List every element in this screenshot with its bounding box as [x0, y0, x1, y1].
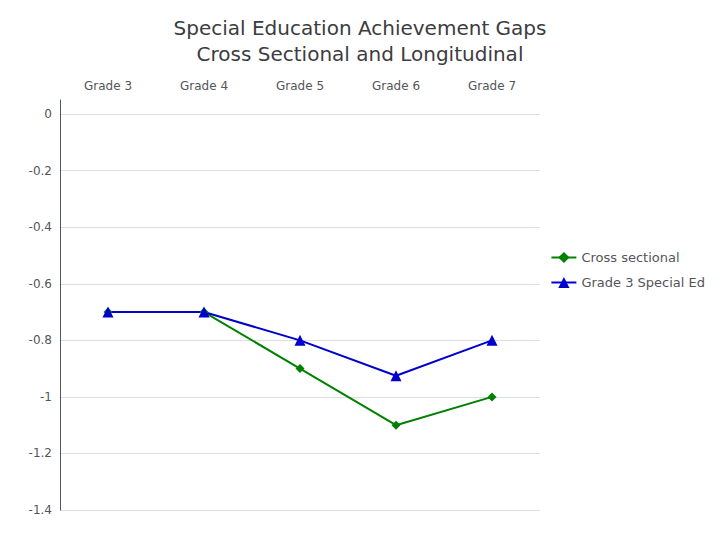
svg-text:Grade 4: Grade 4 [180, 79, 228, 93]
svg-text:-0.2: -0.2 [29, 164, 52, 178]
svg-text:Grade 3: Grade 3 [84, 79, 132, 93]
svg-text:Grade 6: Grade 6 [372, 79, 420, 93]
svg-text:Grade 5: Grade 5 [276, 79, 324, 93]
svg-text:-0.6: -0.6 [29, 277, 52, 291]
svg-text:Grade 7: Grade 7 [468, 79, 516, 93]
svg-text:-1.2: -1.2 [29, 446, 52, 460]
svg-text:-0.8: -0.8 [29, 333, 52, 347]
svg-text:-1: -1 [40, 390, 52, 404]
svg-text:Grade 3 Special Ed: Grade 3 Special Ed [581, 275, 705, 290]
svg-text:-0.4: -0.4 [29, 220, 52, 234]
svg-text:Cross Sectional and Longitudin: Cross Sectional and Longitudinal [197, 42, 524, 66]
svg-text:0: 0 [44, 107, 52, 121]
svg-text:-1.4: -1.4 [29, 503, 52, 517]
svg-text:Special Education Achievement: Special Education Achievement Gaps [174, 16, 547, 40]
svg-text:Cross sectional: Cross sectional [581, 250, 679, 265]
